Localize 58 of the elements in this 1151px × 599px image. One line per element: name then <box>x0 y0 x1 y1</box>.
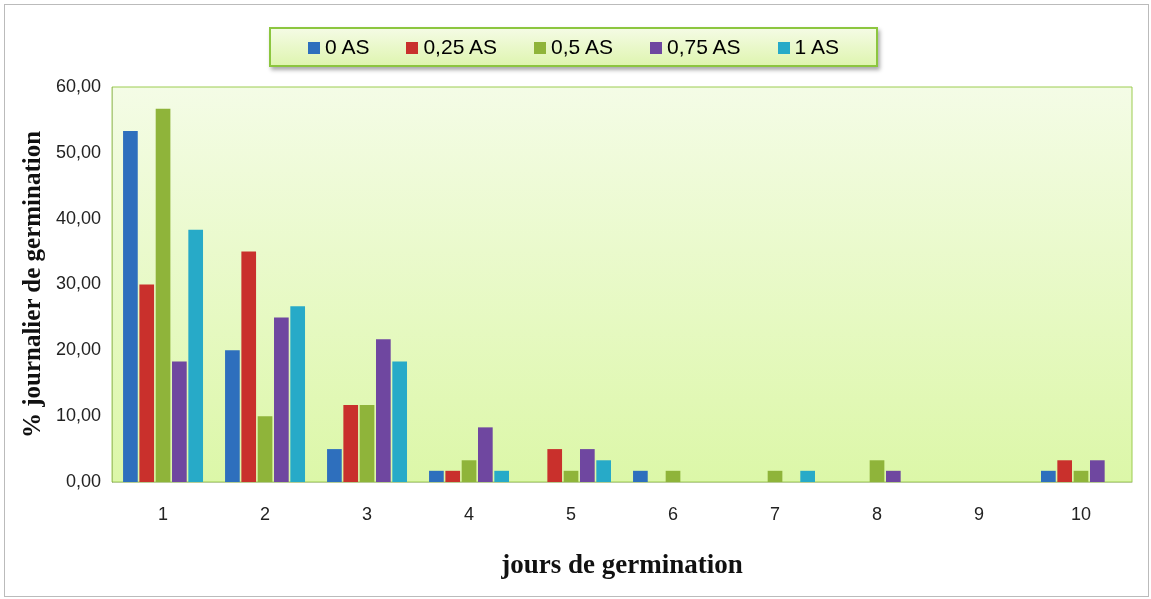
bar <box>800 470 815 482</box>
x-tick-label: 2 <box>260 503 271 524</box>
bar <box>188 229 204 482</box>
bar <box>139 284 155 482</box>
bar <box>155 108 171 482</box>
bar <box>376 339 391 482</box>
bar <box>392 361 408 482</box>
x-tick-label: 4 <box>464 503 475 524</box>
x-tick-label: 1 <box>158 503 169 524</box>
bar <box>1041 470 1056 482</box>
y-tick-label: 0,00 <box>66 470 102 491</box>
y-tick-label: 50,00 <box>56 141 102 162</box>
x-tick-label: 10 <box>1070 503 1092 524</box>
y-tick-label: 40,00 <box>56 207 102 228</box>
bar <box>225 350 240 482</box>
bar <box>290 306 306 482</box>
bar <box>885 470 901 482</box>
y-tick-label: 30,00 <box>56 273 102 294</box>
x-axis-title: jours de germination <box>500 548 743 579</box>
y-axis-title: % journalier de germination <box>18 130 46 439</box>
bar <box>580 449 595 482</box>
bar <box>257 416 273 482</box>
legend-label: 0,25 AS <box>422 35 497 59</box>
bar <box>665 470 681 482</box>
bar <box>1089 460 1105 482</box>
bar <box>869 460 885 482</box>
bar <box>327 449 342 482</box>
bar <box>123 131 138 482</box>
x-tick-label: 5 <box>566 503 577 524</box>
bar <box>547 449 563 482</box>
bar <box>343 404 359 482</box>
x-tick-label: 8 <box>872 503 883 524</box>
legend-label: 0,5 AS <box>550 35 613 59</box>
x-tick-label: 3 <box>362 503 373 524</box>
bar <box>1057 460 1073 482</box>
x-tick-label: 9 <box>974 503 985 524</box>
bar <box>767 470 783 482</box>
bar <box>633 470 648 482</box>
legend-label: 0 AS <box>324 35 370 59</box>
bar <box>274 317 289 482</box>
bar <box>563 470 579 482</box>
bar <box>429 470 444 482</box>
legend-label: 1 AS <box>793 35 839 59</box>
bar <box>596 460 612 482</box>
bar <box>359 404 375 482</box>
bar <box>241 251 257 482</box>
bar <box>445 470 461 482</box>
legend-label: 0,75 AS <box>665 35 741 59</box>
x-tick-label: 7 <box>770 503 781 524</box>
bar <box>1073 470 1089 482</box>
bar <box>494 470 510 482</box>
bar <box>461 460 477 482</box>
y-tick-label: 60,00 <box>56 75 102 96</box>
y-tick-label: 20,00 <box>56 339 102 360</box>
x-tick-label: 6 <box>668 503 679 524</box>
bar <box>478 427 493 482</box>
y-tick-label: 10,00 <box>56 405 102 426</box>
bar <box>172 361 187 482</box>
